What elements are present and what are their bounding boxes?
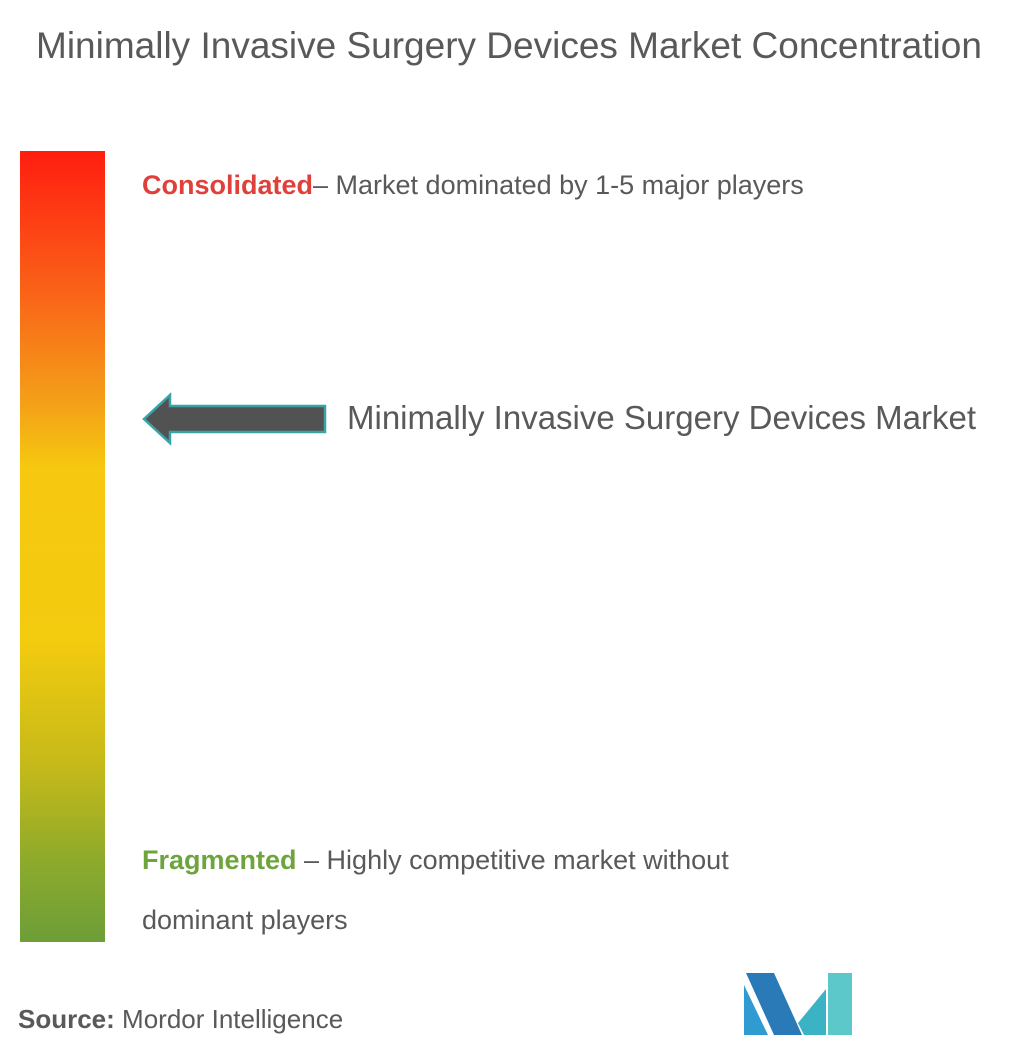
mordor-intelligence-logo-icon [744, 973, 852, 1035]
consolidated-description: Consolidated– Market dominated by 1-5 ma… [142, 155, 842, 215]
fragmented-description: Fragmented – Highly competitive market w… [142, 830, 842, 950]
consolidated-label: Consolidated [142, 170, 314, 200]
concentration-gradient-bar [20, 151, 105, 942]
left-arrow-icon [142, 392, 327, 446]
fragmented-text: – Highly competitive market without domi… [142, 845, 729, 935]
consolidated-text: – Market dominated by 1-5 major players [313, 170, 804, 200]
page-title: Minimally Invasive Surgery Devices Marke… [36, 25, 982, 66]
source-credit: Source: Mordor Intelligence [18, 1001, 343, 1037]
source-value: Mordor Intelligence [114, 1004, 344, 1034]
market-position-label: Minimally Invasive Surgery Devices Marke… [347, 399, 977, 436]
fragmented-label: Fragmented [142, 845, 297, 875]
source-label: Source: [18, 1004, 115, 1034]
